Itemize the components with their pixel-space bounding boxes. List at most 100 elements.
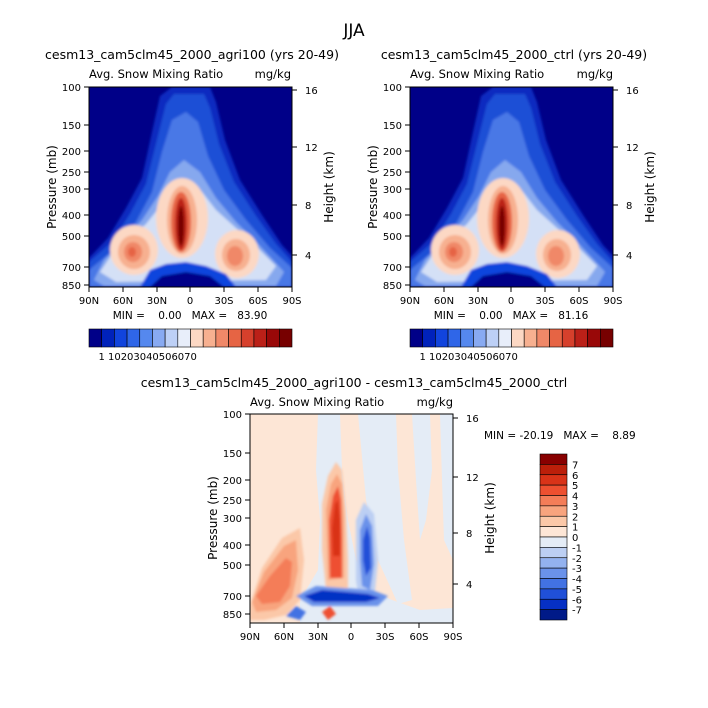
- min-max-stats: MIN = 0.00 MAX = 81.16: [434, 310, 589, 322]
- colorbar-swatch: [279, 328, 293, 348]
- y-tick-label: 700: [62, 263, 81, 274]
- colorbar-swatch: [600, 328, 614, 348]
- y-tick-label: 250: [223, 496, 242, 507]
- colorbar-label: 40: [467, 352, 480, 363]
- contour-positive: [332, 500, 340, 556]
- height-tick-label: 4: [626, 251, 632, 262]
- height-tick-label: 8: [466, 529, 472, 540]
- contour-level-min: [471, 272, 545, 287]
- x-tick-label: 30S: [375, 632, 394, 643]
- colorbar-swatch: [202, 328, 217, 348]
- colorbar-label: -4: [572, 575, 582, 586]
- colorbar-label: 0: [572, 533, 578, 544]
- snow-field-difference: [250, 414, 453, 623]
- x-tick-label: 90N: [240, 632, 260, 643]
- colorbar-swatch: [114, 328, 128, 348]
- x-tick-label: 30S: [535, 296, 554, 307]
- x-tick-label: 60N: [274, 632, 294, 643]
- height-tick-label: 12: [305, 143, 318, 154]
- colorbar-swatch: [539, 598, 568, 610]
- colorbar-swatch: [539, 567, 568, 579]
- y-tick-label: 300: [62, 185, 81, 196]
- panel-agri100: cesm13_cam5clm45_2000_agri100 (yrs 20-49…: [45, 47, 339, 363]
- x-axis: 90N 60N 30N 0 30S 60S 90S: [240, 623, 463, 643]
- x-tick-label: 90S: [443, 632, 462, 643]
- y-tick-label: 850: [223, 610, 242, 621]
- panel-ctrl: cesm13_cam5clm45_2000_ctrl (yrs 20-49) A…: [366, 47, 657, 363]
- y-axis-label: Pressure (mb): [45, 145, 59, 229]
- y-axis-left: 100 150 200 250 300 400 500 700 850 Pres…: [45, 83, 89, 292]
- min-max-stats: MIN = 0.00 MAX = 83.90: [113, 310, 268, 322]
- colorbar-swatch: [422, 328, 436, 348]
- y-tick-label: 200: [383, 147, 402, 158]
- colorbar-label: 60: [492, 352, 505, 363]
- y-tick-label: 500: [223, 561, 242, 572]
- x-tick-label: 60S: [569, 296, 588, 307]
- y-tick-label: 150: [62, 121, 81, 132]
- y-tick-label: 700: [223, 592, 242, 603]
- colorbar-swatch: [435, 328, 449, 348]
- colorbar-swatch: [539, 578, 568, 590]
- colorbar-label: 1: [99, 352, 105, 363]
- x-tick-label: 60S: [248, 296, 267, 307]
- colorbar-swatch: [253, 328, 267, 348]
- colorbar-label: 3: [572, 502, 578, 513]
- colorbar-label: -3: [572, 564, 582, 575]
- colorbar-swatch: [485, 328, 500, 348]
- colorbar-label: 20: [121, 352, 134, 363]
- colorbar-swatch: [88, 328, 102, 348]
- colorbar-label: 4: [572, 492, 578, 503]
- colorbar-swatch: [447, 328, 462, 348]
- height-tick-label: 12: [626, 143, 639, 154]
- x-tick-label: 60N: [113, 296, 133, 307]
- colorbar-swatch: [561, 328, 576, 348]
- panel-units: mg/kg: [417, 395, 453, 409]
- height-tick-label: 12: [466, 473, 479, 484]
- colorbar-swatch: [126, 328, 141, 348]
- panel-title: Avg. Snow Mixing Ratio: [89, 67, 223, 81]
- x-tick-label: 30S: [214, 296, 233, 307]
- colorbar-swatch: [498, 328, 512, 348]
- colorbar-label: -2: [572, 554, 582, 565]
- y-tick-label: 850: [383, 281, 402, 292]
- x-tick-label: 0: [187, 296, 193, 307]
- figure-title: JJA: [342, 21, 365, 41]
- y-axis-right: 4 8 12 16 Height (km): [292, 86, 336, 262]
- y-tick-label: 300: [223, 514, 242, 525]
- x-axis: 90N 60N 30N 0 30S 60S 90S: [79, 287, 302, 307]
- colorbar-swatch: [539, 547, 568, 559]
- colorbar-label: 50: [480, 352, 493, 363]
- x-tick-label: 30N: [308, 632, 328, 643]
- panel-title: Avg. Snow Mixing Ratio: [410, 67, 544, 81]
- y-tick-label: 400: [62, 211, 81, 222]
- colorbar-swatch: [177, 328, 191, 348]
- colorbar-swatch: [101, 328, 115, 348]
- x-tick-label: 30N: [468, 296, 488, 307]
- contour-negative: [363, 526, 371, 576]
- colorbar-swatch: [190, 328, 204, 348]
- colorbar-swatch: [539, 495, 568, 507]
- height-tick-label: 16: [466, 414, 479, 425]
- contour-negative-band: [304, 590, 380, 602]
- contour-negative-weak: [358, 414, 412, 604]
- y-tick-label: 300: [383, 185, 402, 196]
- colorbar-swatch: [539, 536, 568, 548]
- x-tick-label: 60S: [409, 632, 428, 643]
- colorbar-swatch: [539, 464, 568, 476]
- height-tick-label: 8: [626, 201, 632, 212]
- y-tick-label: 500: [62, 232, 81, 243]
- contour-level-12: [499, 206, 505, 246]
- colorbar-swatch: [539, 526, 568, 538]
- colorbar-swatch: [539, 505, 568, 517]
- panel-subtitle: cesm13_cam5clm45_2000_agri100 - cesm13_c…: [141, 375, 568, 390]
- colorbar-label: 2: [572, 512, 578, 523]
- contour-level-10: [449, 247, 457, 257]
- panel-title: Avg. Snow Mixing Ratio: [250, 395, 384, 409]
- y-tick-label: 700: [383, 263, 402, 274]
- contour-negative-spot: [286, 606, 306, 620]
- y-axis-right: 4 8 12 16 Height (km): [613, 86, 657, 262]
- colorbar-label: 10: [429, 352, 442, 363]
- y-tick-label: 150: [383, 121, 402, 132]
